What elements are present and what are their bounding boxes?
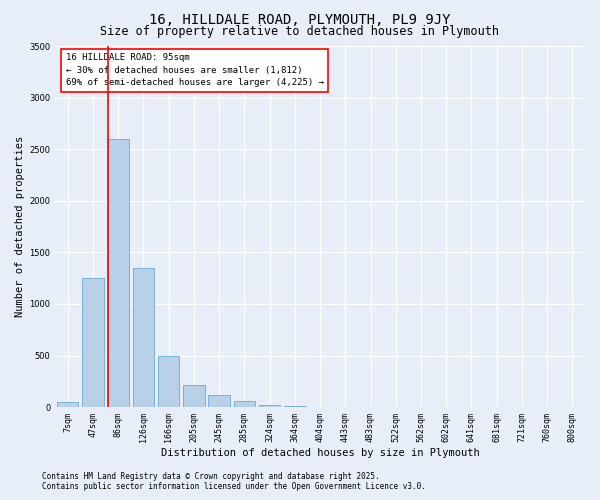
Bar bbox=[158, 356, 179, 407]
Bar bbox=[233, 402, 255, 407]
Y-axis label: Number of detached properties: Number of detached properties bbox=[15, 136, 25, 317]
Text: 16, HILLDALE ROAD, PLYMOUTH, PL9 9JY: 16, HILLDALE ROAD, PLYMOUTH, PL9 9JY bbox=[149, 12, 451, 26]
Bar bbox=[208, 395, 230, 407]
Text: Contains HM Land Registry data © Crown copyright and database right 2025.: Contains HM Land Registry data © Crown c… bbox=[42, 472, 380, 481]
Bar bbox=[107, 139, 129, 407]
Bar bbox=[259, 405, 280, 407]
Bar bbox=[183, 385, 205, 407]
Bar bbox=[82, 278, 104, 407]
Bar bbox=[133, 268, 154, 407]
Bar bbox=[284, 406, 305, 407]
Text: Contains public sector information licensed under the Open Government Licence v3: Contains public sector information licen… bbox=[42, 482, 426, 491]
Text: 16 HILLDALE ROAD: 95sqm
← 30% of detached houses are smaller (1,812)
69% of semi: 16 HILLDALE ROAD: 95sqm ← 30% of detache… bbox=[66, 53, 324, 87]
Text: Size of property relative to detached houses in Plymouth: Size of property relative to detached ho… bbox=[101, 25, 499, 38]
X-axis label: Distribution of detached houses by size in Plymouth: Distribution of detached houses by size … bbox=[161, 448, 479, 458]
Bar bbox=[310, 406, 331, 407]
Bar bbox=[57, 402, 79, 407]
